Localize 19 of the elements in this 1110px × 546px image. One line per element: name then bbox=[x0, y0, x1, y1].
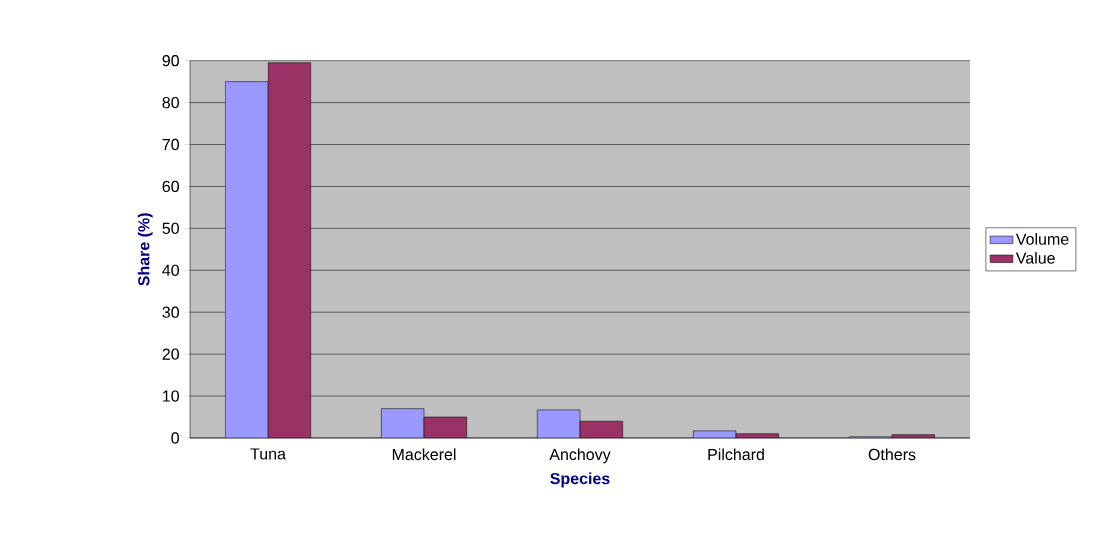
y-tick-label: 80 bbox=[162, 96, 179, 109]
legend-label: Volume bbox=[1015, 233, 1069, 245]
legend-label: Value bbox=[1015, 252, 1055, 264]
x-axis-title: Species bbox=[550, 472, 610, 488]
y-axis-title: Share (%) bbox=[137, 213, 153, 286]
x-tick-label: Pilchard bbox=[708, 448, 764, 461]
y-tick-label: 60 bbox=[162, 180, 179, 193]
y-tick-label: 20 bbox=[162, 348, 179, 360]
y-tick-label: 40 bbox=[162, 264, 179, 276]
y-tick-label: 10 bbox=[163, 390, 179, 402]
y-tick-label: 30 bbox=[162, 306, 179, 318]
x-tick-label: Mackerel bbox=[392, 448, 456, 461]
x-tick-label: Others bbox=[868, 448, 916, 461]
y-tick-label: 0 bbox=[171, 432, 179, 444]
y-tick-label: 50 bbox=[162, 222, 179, 235]
y-tick-label: 70 bbox=[162, 138, 179, 151]
x-tick-label: Anchovy bbox=[549, 448, 611, 464]
y-tick-label: 90 bbox=[162, 55, 179, 67]
x-tick-label: Tuna bbox=[250, 448, 286, 460]
